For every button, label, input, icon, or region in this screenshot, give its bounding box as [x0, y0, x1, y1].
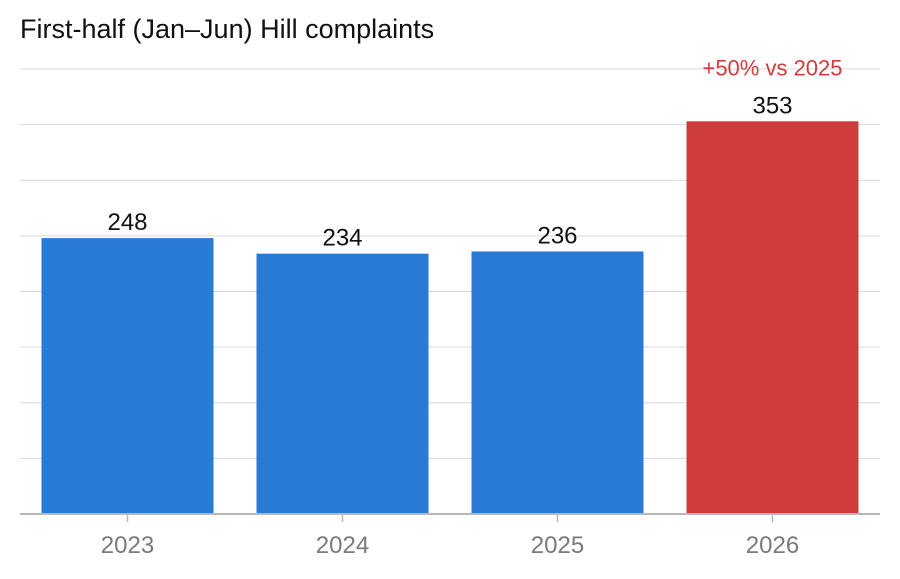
data-label: 353	[752, 92, 792, 119]
bar	[471, 251, 644, 514]
x-tick-label: 2025	[531, 532, 584, 559]
x-tick-label: 2024	[316, 532, 369, 559]
x-tick-label: 2023	[101, 532, 154, 559]
data-label: 234	[322, 225, 362, 252]
data-labels: 248 234 236 353 +50% vs 2025	[107, 55, 842, 251]
highlighted-bar	[686, 121, 859, 514]
x-tick-label: 2026	[746, 532, 799, 559]
bars	[41, 121, 859, 515]
data-label: 248	[107, 209, 147, 236]
bar	[41, 238, 214, 514]
annotation-label: +50% vs 2025	[702, 55, 842, 80]
chart-title: First-half (Jan–Jun) Hill complaints	[20, 14, 435, 44]
data-label: 236	[537, 222, 577, 249]
bar	[256, 253, 429, 515]
x-axis: 2023 2024 2025 2026	[20, 513, 880, 559]
